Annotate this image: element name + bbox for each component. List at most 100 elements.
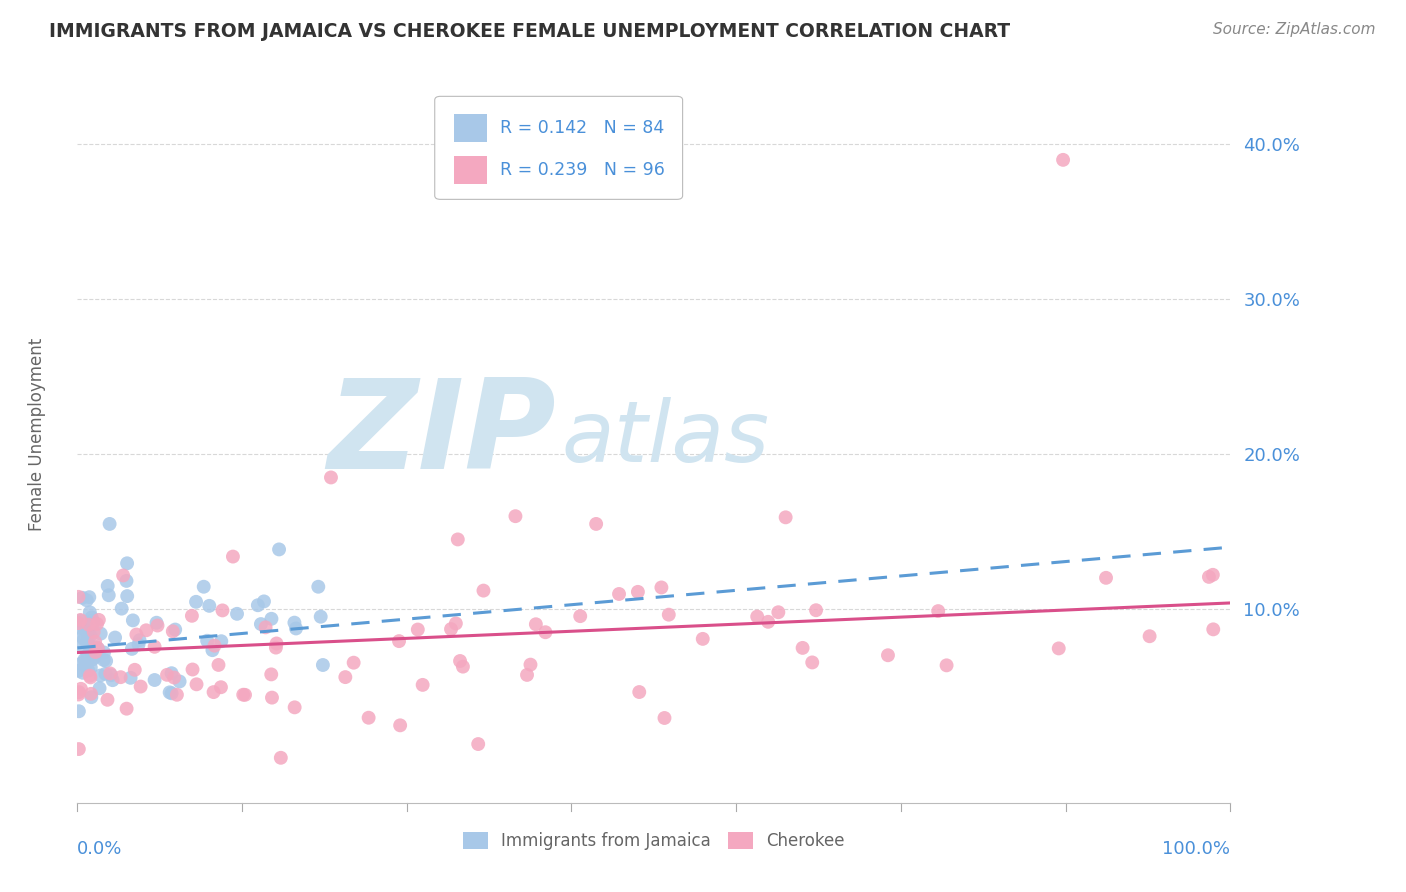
Point [160,666,183,681]
Point [80,610,103,624]
Point [122,614,145,628]
Point [80,648,103,662]
FancyBboxPatch shape [454,156,486,184]
Point [202,685,225,699]
Text: R = 0.142   N = 84: R = 0.142 N = 84 [501,119,665,137]
Point [94,654,117,668]
Point [163,671,186,685]
Point [524,617,547,632]
Point [79,590,101,604]
Text: Female Unemployment: Female Unemployment [28,338,46,532]
Point [1139,629,1161,643]
Point [283,615,305,630]
Point [260,667,283,681]
Point [792,640,814,655]
Point [195,633,218,648]
Point [67,664,90,678]
Point [519,657,541,672]
Point [128,633,150,648]
FancyBboxPatch shape [454,114,486,142]
Point [156,668,179,682]
Point [121,641,143,656]
Point [67,688,90,702]
Point [569,609,592,624]
Point [260,612,283,626]
Point [388,634,411,648]
Point [115,589,138,603]
Text: 100.0%: 100.0% [1163,839,1230,857]
Point [159,685,181,699]
Point [768,605,790,619]
Point [440,622,463,636]
Point [534,625,557,640]
Point [285,622,308,636]
Point [357,711,380,725]
Point [82,615,104,630]
Point [801,656,824,670]
Point [124,663,146,677]
Point [650,581,672,595]
Point [79,670,101,684]
Point [658,607,681,622]
Point [79,628,101,642]
Point [412,678,434,692]
Point [73,632,96,647]
Point [270,751,292,765]
Point [186,677,208,691]
Point [87,613,110,627]
Point [335,670,357,684]
Point [69,613,91,627]
Point [250,617,273,632]
Point [169,674,191,689]
Point [319,470,342,484]
Point [77,664,100,678]
Point [451,659,474,673]
Point [877,648,900,663]
Point [93,653,115,667]
Point [1198,570,1220,584]
Point [160,686,183,700]
Point [184,595,207,609]
Point [90,626,112,640]
Point [82,614,104,628]
Point [211,603,233,617]
Point [472,583,495,598]
Point [76,593,98,607]
Point [86,617,108,632]
Point [467,737,489,751]
Point [77,620,100,634]
Point [804,603,827,617]
Point [75,623,97,637]
Point [73,620,96,634]
Point [84,645,107,659]
Point [129,680,152,694]
Point [83,624,105,639]
Text: IMMIGRANTS FROM JAMAICA VS CHEROKEE FEMALE UNEMPLOYMENT CORRELATION CHART: IMMIGRANTS FROM JAMAICA VS CHEROKEE FEMA… [49,22,1011,41]
Point [180,608,202,623]
Point [76,635,98,649]
Point [79,640,101,655]
Point [69,614,91,628]
Point [70,657,93,671]
Point [67,685,90,699]
Point [692,632,714,646]
Point [97,579,120,593]
Point [67,704,90,718]
Point [209,634,232,648]
Point [1047,641,1070,656]
Point [284,700,307,714]
Point [181,663,204,677]
Point [76,625,98,640]
Point [128,638,150,652]
Legend: Immigrants from Jamaica, Cherokee: Immigrants from Jamaica, Cherokee [457,825,851,857]
Point [67,621,90,635]
Point [756,615,779,629]
Point [209,680,232,694]
Point [607,587,630,601]
Point [232,688,254,702]
Point [143,673,166,687]
Point [627,585,650,599]
Point [935,658,957,673]
Point [254,620,277,634]
Point [79,605,101,619]
